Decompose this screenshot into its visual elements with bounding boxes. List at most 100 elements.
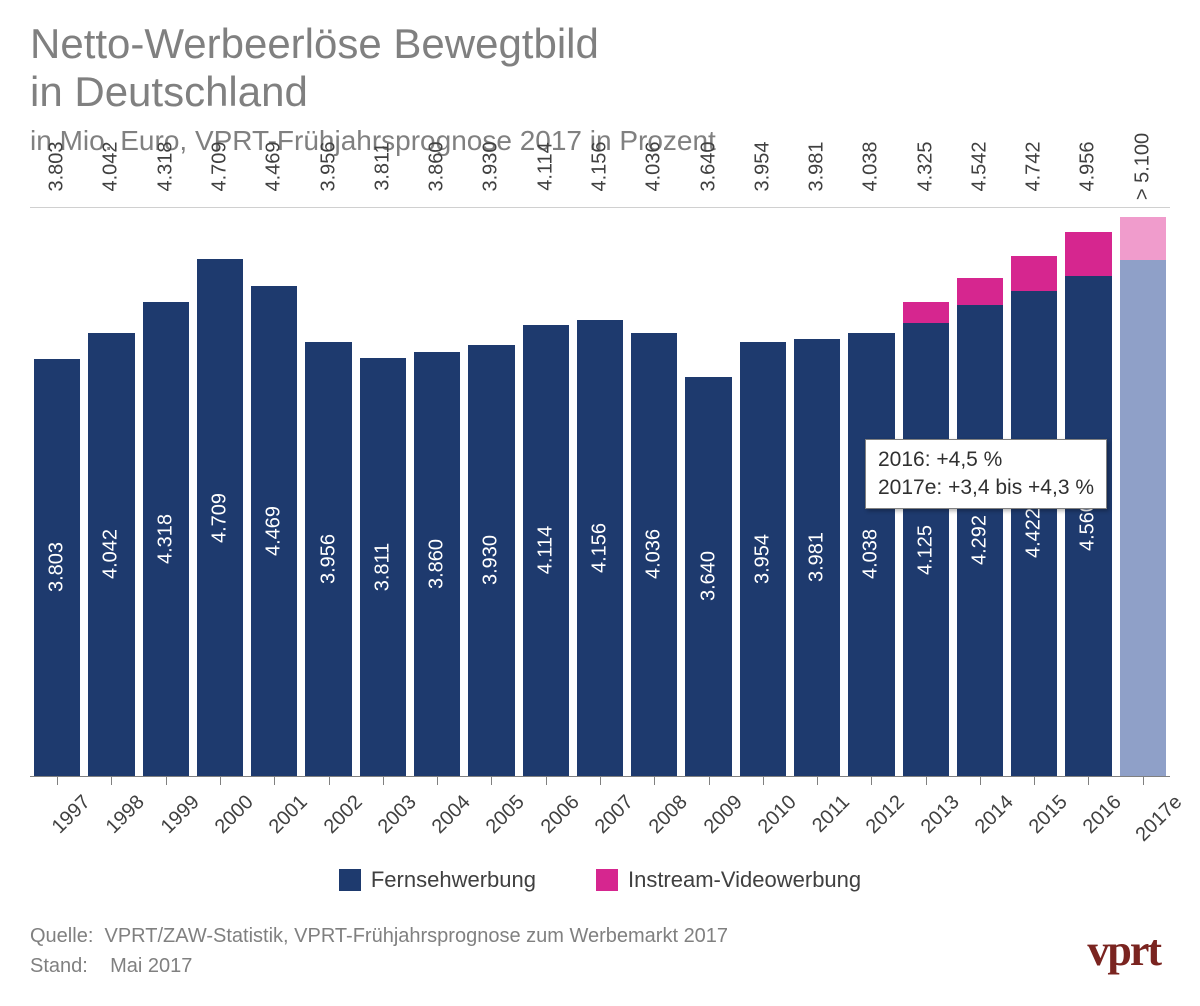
bar-group: 3.8033.803 bbox=[34, 208, 80, 776]
x-axis-label: 1999 bbox=[143, 777, 189, 847]
date-text: Mai 2017 bbox=[110, 955, 192, 977]
bar-total-label: 4.042 bbox=[100, 141, 123, 191]
bar-segment-tv: 4.709 bbox=[197, 259, 243, 775]
legend: Fernsehwerbung Instream-Videowerbung bbox=[30, 867, 1170, 893]
bar-segment-tv: 4.036 bbox=[631, 333, 677, 775]
bar-value-label: 4.038 bbox=[860, 529, 883, 579]
legend-swatch-tv bbox=[339, 869, 361, 891]
bar-value-label: 3.640 bbox=[697, 551, 720, 601]
x-axis-label: 2009 bbox=[685, 777, 731, 847]
bar-segment-tv: 4.469 bbox=[251, 286, 297, 776]
bar-value-label: 4.422 bbox=[1023, 508, 1046, 558]
bar-total-label: 4.036 bbox=[643, 141, 666, 191]
x-axis-label: 2007 bbox=[577, 777, 623, 847]
date-line: Stand: Mai 2017 bbox=[30, 951, 1170, 981]
bar-total-label: 3.956 bbox=[317, 141, 340, 191]
bar-value-label: 4.156 bbox=[588, 523, 611, 573]
bar-group: 3.9563.956 bbox=[305, 208, 351, 776]
legend-item-tv: Fernsehwerbung bbox=[339, 867, 536, 893]
x-axis-label: 2000 bbox=[197, 777, 243, 847]
bar-total-label: 3.640 bbox=[697, 141, 720, 191]
bar-value-label: 3.954 bbox=[751, 534, 774, 584]
x-axis-labels: 1997199819992000200120022003200420052006… bbox=[30, 777, 1170, 847]
date-label: Stand: bbox=[30, 955, 88, 977]
legend-label-tv: Fernsehwerbung bbox=[371, 867, 536, 893]
bar-group: 4.4694.469 bbox=[251, 208, 297, 776]
bar-total-label: 4.542 bbox=[968, 141, 991, 191]
x-axis-label: 2004 bbox=[414, 777, 460, 847]
x-axis-label: 2001 bbox=[251, 777, 297, 847]
bar-segment-tv: 3.956 bbox=[305, 342, 351, 776]
x-axis-label: 2017e bbox=[1120, 777, 1166, 847]
bar-total-label: 3.930 bbox=[480, 141, 503, 191]
bar-segment-instream bbox=[1120, 217, 1166, 261]
bar-group: > 5.100 bbox=[1120, 208, 1166, 776]
bar-total-label: 4.318 bbox=[154, 141, 177, 191]
title-line-2: in Deutschland bbox=[30, 68, 308, 115]
bar-total-label: 4.742 bbox=[1023, 141, 1046, 191]
bar-segment-tv: 4.422 bbox=[1011, 291, 1057, 776]
x-axis-label: 2015 bbox=[1011, 777, 1057, 847]
bar-value-label: 3.956 bbox=[317, 534, 340, 584]
x-axis-label: 2010 bbox=[740, 777, 786, 847]
chart-area: 3.8033.8034.0424.0424.3184.3184.7094.709… bbox=[30, 187, 1170, 847]
bar-total-label: > 5.100 bbox=[1131, 132, 1154, 199]
bar-value-label: 4.036 bbox=[643, 529, 666, 579]
bar-total-label: 4.956 bbox=[1077, 141, 1100, 191]
bar-segment-tv: 4.114 bbox=[523, 325, 569, 776]
x-axis-label: 2012 bbox=[848, 777, 894, 847]
bar-segment-tv: 3.981 bbox=[794, 339, 840, 775]
bar-segment-tv: 4.318 bbox=[143, 302, 189, 775]
bar-total-label: 3.803 bbox=[46, 141, 69, 191]
legend-item-instream: Instream-Videowerbung bbox=[596, 867, 861, 893]
bar-segment-tv bbox=[1120, 260, 1166, 775]
bar-value-label: 4.709 bbox=[208, 492, 231, 542]
bar-group: 3.9543.954 bbox=[740, 208, 786, 776]
source-line: Quelle: VPRT/ZAW-Statistik, VPRT-Frühjah… bbox=[30, 921, 1170, 951]
bar-value-label: 3.981 bbox=[806, 532, 829, 582]
bar-group: 3.8113.811 bbox=[360, 208, 406, 776]
bar-segment-tv: 4.042 bbox=[88, 333, 134, 776]
bar-total-label: 4.114 bbox=[534, 142, 557, 191]
bar-total-label: 4.156 bbox=[588, 141, 611, 191]
bar-total-label: 4.709 bbox=[208, 141, 231, 191]
vprt-logo: vprt bbox=[1087, 925, 1160, 976]
bar-segment-tv: 4.156 bbox=[577, 320, 623, 776]
bar-group: 4.1144.114 bbox=[523, 208, 569, 776]
x-axis-label: 1998 bbox=[88, 777, 134, 847]
footer: Quelle: VPRT/ZAW-Statistik, VPRT-Frühjah… bbox=[30, 921, 1170, 981]
bar-segment-tv: 3.930 bbox=[468, 345, 514, 776]
bar-segment-tv: 3.954 bbox=[740, 342, 786, 775]
bar-value-label: 3.930 bbox=[480, 535, 503, 585]
source-text: VPRT/ZAW-Statistik, VPRT-Frühjahrsprogno… bbox=[105, 925, 729, 947]
bar-value-label: 4.292 bbox=[968, 515, 991, 565]
bar-value-label: 3.860 bbox=[426, 539, 449, 589]
bar-segment-tv: 4.292 bbox=[957, 305, 1003, 775]
bar-value-label: 4.469 bbox=[263, 506, 286, 556]
x-axis-label: 2006 bbox=[523, 777, 569, 847]
bar-total-label: 3.954 bbox=[751, 141, 774, 191]
bar-segment-tv: 3.811 bbox=[360, 358, 406, 776]
bar-group: 4.0364.036 bbox=[631, 208, 677, 776]
forecast-callout: 2016: +4,5 % 2017e: +3,4 bis +4,3 % bbox=[865, 439, 1107, 510]
source-label: Quelle: bbox=[30, 925, 93, 947]
x-axis-label: 2011 bbox=[794, 777, 840, 847]
bar-group: 4.1564.156 bbox=[577, 208, 623, 776]
x-axis-label: 2003 bbox=[360, 777, 406, 847]
x-axis-label: 2008 bbox=[631, 777, 677, 847]
bar-group: 4.3184.318 bbox=[143, 208, 189, 776]
legend-swatch-instream bbox=[596, 869, 618, 891]
chart-title: Netto-Werbeerlöse Bewegtbild in Deutschl… bbox=[30, 20, 1170, 117]
bar-segment-instream bbox=[903, 302, 949, 324]
bar-group: 4.0424.042 bbox=[88, 208, 134, 776]
x-axis-label: 2016 bbox=[1065, 777, 1111, 847]
bar-group: 3.9303.930 bbox=[468, 208, 514, 776]
x-axis-label: 1997 bbox=[34, 777, 80, 847]
bar-value-label: 4.318 bbox=[154, 514, 177, 564]
title-line-1: Netto-Werbeerlöse Bewegtbild bbox=[30, 20, 599, 67]
x-axis-label: 2005 bbox=[468, 777, 514, 847]
bar-segment-instream bbox=[1065, 232, 1111, 275]
bar-segment-tv: 3.803 bbox=[34, 359, 80, 776]
bar-value-label: 3.811 bbox=[371, 542, 394, 591]
bar-total-label: 3.811 bbox=[371, 142, 394, 191]
